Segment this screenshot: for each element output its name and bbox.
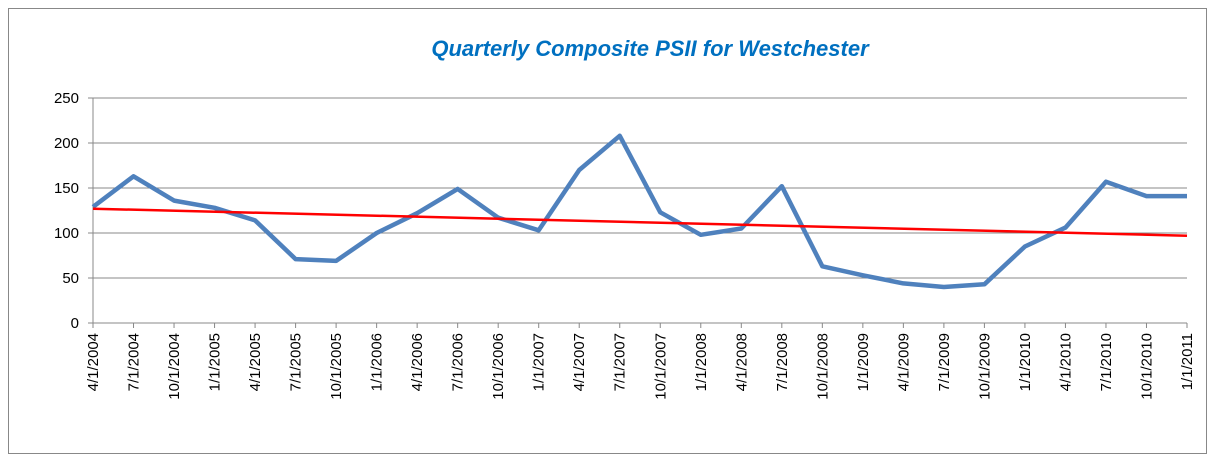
x-tick-label: 7/1/2005 [288,333,305,391]
x-tick-label: 1/1/2011 [1179,333,1196,390]
y-tick-label: 150 [54,180,79,197]
y-tick-label: 0 [71,315,79,332]
x-tick-label: 10/1/2008 [814,333,831,400]
data-line [91,133,1187,290]
trend-line [92,207,1188,237]
x-tick-label: 7/1/2008 [774,333,791,391]
x-tick-label: 10/1/2006 [490,333,507,400]
x-tick-label: 4/1/2010 [1057,333,1074,391]
x-tick-label: 1/1/2007 [531,333,548,391]
x-tick-label: 1/1/2008 [693,333,710,391]
chart-title: Quarterly Composite PSII for Westchester [431,36,870,61]
x-tick-label: 10/1/2009 [976,333,993,400]
x-tick-label: 1/1/2005 [207,333,224,391]
y-tick-label: 50 [62,270,79,287]
x-tick-label: 4/1/2007 [571,333,588,391]
x-tick-label: 4/1/2008 [733,333,750,391]
x-tick-label: 7/1/2006 [450,333,467,391]
x-tick-label: 4/1/2009 [895,333,912,391]
x-tick-label: 4/1/2006 [409,333,426,391]
y-tick-label: 200 [54,135,79,152]
x-tick-label: 7/1/2010 [1098,333,1115,391]
x-tick-label: 7/1/2007 [612,333,629,391]
x-tick-label: 10/1/2007 [652,333,669,400]
x-tick-label: 4/1/2004 [85,333,102,391]
x-tick-label: 10/1/2005 [328,333,345,400]
y-tick-label: 100 [54,225,79,242]
x-tick-label: 1/1/2009 [855,333,872,391]
y-tick-label: 250 [54,90,79,107]
x-tick-label: 10/1/2010 [1138,333,1155,400]
x-tick-label: 1/1/2010 [1017,333,1034,391]
x-tick-label: 10/1/2004 [166,333,183,400]
x-tick-label: 7/1/2004 [126,333,143,391]
x-tick-label: 7/1/2009 [936,333,953,391]
x-tick-label: 4/1/2005 [247,333,264,391]
x-tick-label: 1/1/2006 [369,333,386,391]
